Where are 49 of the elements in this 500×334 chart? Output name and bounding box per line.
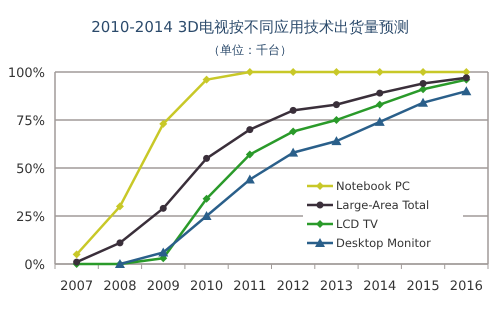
point [159, 120, 168, 128]
point [160, 204, 167, 212]
y-tick-label: 0% [24, 258, 45, 273]
y-tick-label: 100% [8, 66, 45, 81]
point [202, 211, 212, 220]
point [462, 74, 470, 82]
x-tick-label: 2007 [60, 279, 94, 294]
point [376, 90, 384, 97]
chart-title: 2010-2014 3D电视按不同应用技术出货量预测 [91, 18, 409, 36]
point [202, 76, 211, 84]
point [246, 68, 254, 76]
x-tick-label: 2015 [406, 279, 440, 294]
point [332, 116, 340, 124]
point [72, 250, 81, 258]
point [332, 101, 340, 108]
point [116, 239, 124, 246]
point [116, 202, 124, 210]
point [288, 148, 298, 157]
point [202, 194, 211, 203]
point [246, 126, 254, 134]
legend-label: Notebook PC [336, 179, 410, 193]
x-tick-label: 2016 [450, 279, 483, 294]
x-tick-label: 2013 [320, 279, 353, 294]
x-tick-label: 2012 [276, 279, 310, 294]
point [158, 247, 168, 256]
point [203, 154, 210, 162]
point [420, 80, 427, 88]
y-tick-label: 50% [16, 162, 45, 177]
x-tick-label: 2014 [363, 279, 396, 294]
point [289, 128, 298, 136]
y-tick-label: 25% [16, 210, 45, 225]
point [418, 98, 428, 107]
point [374, 116, 385, 126]
point [376, 100, 384, 109]
legend-label: Large-Area Total [336, 198, 430, 212]
chart-subtitle: （单位：千台） [208, 43, 292, 57]
x-tick-label: 2008 [103, 279, 136, 294]
point [244, 174, 255, 184]
legend-label: Desktop Monitor [336, 236, 432, 250]
point [290, 106, 297, 114]
x-tick-label: 2010 [190, 279, 224, 294]
point [246, 150, 254, 159]
point [461, 86, 472, 96]
point [331, 136, 342, 146]
x-tick-label: 2009 [146, 279, 180, 294]
legend-label: LCD TV [336, 217, 378, 231]
point [376, 68, 384, 76]
y-tick-label: 75% [16, 114, 45, 129]
x-tick-label: 2011 [233, 279, 266, 294]
